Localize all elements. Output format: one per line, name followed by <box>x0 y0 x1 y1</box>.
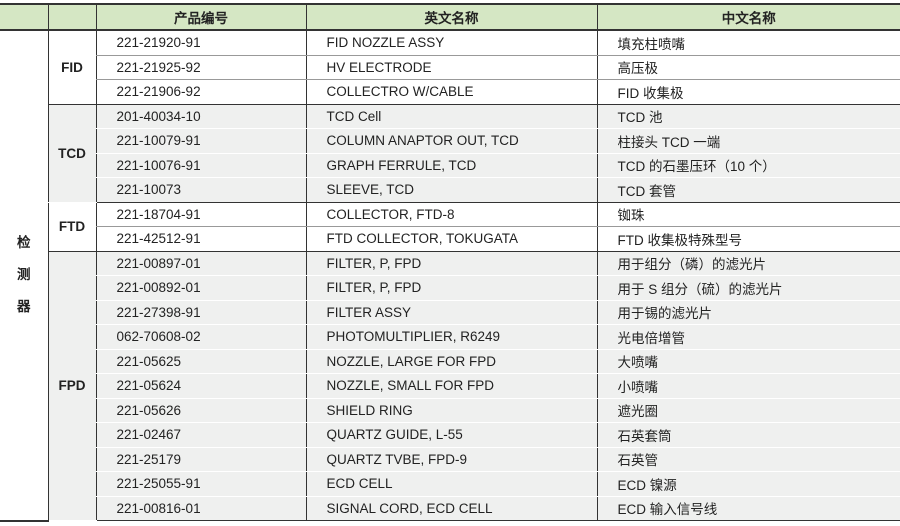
group-cell: FPD <box>47 251 96 521</box>
category-cell: 检测器 <box>0 30 48 522</box>
part-no-cell: 221-05626 <box>95 398 306 423</box>
english-name-cell: FILTER, P, FPD <box>305 275 597 301</box>
table-row: 221-02467 QUARTZ GUIDE, L-55 石英套筒 <box>0 422 900 448</box>
chinese-name-cell: 石英套筒 <box>596 422 900 448</box>
english-name-cell: FTD COLLECTOR, TOKUGATA <box>305 226 597 252</box>
english-name-cell: COLUMN ANAPTOR OUT, TCD <box>305 128 597 154</box>
chinese-name-cell: TCD 池 <box>596 104 900 129</box>
chinese-name-cell: 用于锡的滤光片 <box>596 300 900 325</box>
part-no-cell: 221-25055-91 <box>95 471 306 497</box>
chinese-name-cell: 光电倍增管 <box>596 324 900 350</box>
english-name-cell: TCD Cell <box>305 104 597 129</box>
part-no-cell: 201-40034-10 <box>95 104 306 129</box>
part-no-cell: 221-00897-01 <box>95 251 306 276</box>
chinese-name-cell: 遮光圈 <box>596 398 900 423</box>
part-no-cell: 221-05625 <box>95 349 306 374</box>
english-name-cell: PHOTOMULTIPLIER, R6249 <box>305 324 597 350</box>
group-cell: FTD <box>47 202 96 252</box>
part-no-cell: 221-00816-01 <box>95 496 306 521</box>
chinese-name-cell: 小喷嘴 <box>596 373 900 399</box>
table-row: 221-05624 NOZZLE, SMALL FOR FPD 小喷嘴 <box>0 373 900 399</box>
chinese-name-cell: 填充柱喷嘴 <box>596 30 900 56</box>
english-name-cell: QUARTZ TVBE, FPD-9 <box>305 447 597 472</box>
part-no-cell: 221-10079-91 <box>95 128 306 154</box>
category-char: 测 <box>17 267 31 283</box>
part-no-cell: 062-70608-02 <box>95 324 306 350</box>
header-row: 产品编号 英文名称 中文名称 <box>0 3 900 31</box>
header-english-name: 英文名称 <box>305 3 597 31</box>
table-row: 221-05626 SHIELD RING 遮光圈 <box>0 398 900 423</box>
group-cell: FID <box>47 30 96 105</box>
chinese-name-cell: ECD 输入信号线 <box>596 496 900 521</box>
header-blank <box>47 3 96 31</box>
header-chinese-name: 中文名称 <box>596 3 900 31</box>
english-name-cell: NOZZLE, SMALL FOR FPD <box>305 373 597 399</box>
table-row: 221-42512-91 FTD COLLECTOR, TOKUGATA FTD 收… <box>0 226 900 252</box>
part-no-cell: 221-10073 <box>95 177 306 203</box>
english-name-cell: COLLECTOR, FTD-8 <box>305 202 597 227</box>
part-no-cell: 221-00892-01 <box>95 275 306 301</box>
group-cell: TCD <box>47 104 96 203</box>
table-row: 221-21906-92 COLLECTRO W/CABLE FID 收集极 <box>0 79 900 105</box>
table-row: FPD 221-00897-01 FILTER, P, FPD 用于组分（磷）的滤光片 <box>0 251 900 521</box>
english-name-cell: GRAPH FERRULE, TCD <box>305 153 597 178</box>
chinese-name-cell: 高压极 <box>596 55 900 80</box>
chinese-name-cell: 铷珠 <box>596 202 900 227</box>
table-row: 221-25179 QUARTZ TVBE, FPD-9 石英管 <box>0 447 900 472</box>
table-row: FTD 221-18704-91 COLLECTOR, FTD-8 铷珠 <box>0 202 900 252</box>
part-no-cell: 221-18704-91 <box>95 202 306 227</box>
english-name-cell: COLLECTRO W/CABLE <box>305 79 597 105</box>
part-no-cell: 221-21925-92 <box>95 55 306 80</box>
part-no-cell: 221-02467 <box>95 422 306 448</box>
table-row: 221-10073 SLEEVE, TCD TCD 套管 <box>0 177 900 203</box>
table-row: 221-00892-01 FILTER, P, FPD 用于 S 组分（硫）的滤光片 <box>0 275 900 301</box>
part-no-cell: 221-21906-92 <box>95 79 306 105</box>
part-no-cell: 221-42512-91 <box>95 226 306 252</box>
chinese-name-cell: 柱接头 TCD 一端 <box>596 128 900 154</box>
english-name-cell: SHIELD RING <box>305 398 597 423</box>
chinese-name-cell: 石英管 <box>596 447 900 472</box>
chinese-name-cell: FTD 收集极特殊型号 <box>596 226 900 252</box>
table-row: 221-10079-91 COLUMN ANAPTOR OUT, TCD 柱接头 T… <box>0 128 900 154</box>
table-row: 221-27398-91 FILTER ASSY 用于锡的滤光片 <box>0 300 900 325</box>
part-no-cell: 221-21920-91 <box>95 30 306 56</box>
english-name-cell: FILTER, P, FPD <box>305 251 597 276</box>
part-no-cell: 221-10076-91 <box>95 153 306 178</box>
part-no-cell: 221-27398-91 <box>95 300 306 325</box>
part-no-cell: 221-05624 <box>95 373 306 399</box>
header-part-no: 产品编号 <box>95 3 306 31</box>
table-row: 062-70608-02 PHOTOMULTIPLIER, R6249 光电倍增管 <box>0 324 900 350</box>
header-blank <box>0 3 48 31</box>
table-row: 检测器 FID 221-21920-91 FID NOZZLE ASSY 填充柱喷嘴 <box>0 30 900 522</box>
chinese-name-cell: TCD 的石墨压环（10 个） <box>596 153 900 178</box>
table-row: TCD 201-40034-10 TCD Cell TCD 池 <box>0 104 900 203</box>
english-name-cell: FID NOZZLE ASSY <box>305 30 597 56</box>
english-name-cell: HV ELECTRODE <box>305 55 597 80</box>
table-row: 221-00816-01 SIGNAL CORD, ECD CELL ECD 输入信… <box>0 496 900 521</box>
chinese-name-cell: 用于 S 组分（硫）的滤光片 <box>596 275 900 301</box>
english-name-cell: ECD CELL <box>305 471 597 497</box>
category-char: 器 <box>17 299 31 315</box>
chinese-name-cell: 大喷嘴 <box>596 349 900 374</box>
english-name-cell: FILTER ASSY <box>305 300 597 325</box>
table-row: 221-05625 NOZZLE, LARGE FOR FPD 大喷嘴 <box>0 349 900 374</box>
category-char: 检 <box>17 235 31 251</box>
chinese-name-cell: ECD 镍源 <box>596 471 900 497</box>
english-name-cell: SIGNAL CORD, ECD CELL <box>305 496 597 521</box>
parts-table: 产品编号 英文名称 中文名称 检测器 FID 221-21920-91 FID NOZ… <box>0 3 900 522</box>
part-no-cell: 221-25179 <box>95 447 306 472</box>
table-row: 221-21925-92 HV ELECTRODE 高压极 <box>0 55 900 80</box>
table-row: 221-10076-91 GRAPH FERRULE, TCD TCD 的石墨压环（… <box>0 153 900 178</box>
chinese-name-cell: FID 收集极 <box>596 79 900 105</box>
english-name-cell: SLEEVE, TCD <box>305 177 597 203</box>
chinese-name-cell: 用于组分（磷）的滤光片 <box>596 251 900 276</box>
chinese-name-cell: TCD 套管 <box>596 177 900 203</box>
english-name-cell: NOZZLE, LARGE FOR FPD <box>305 349 597 374</box>
english-name-cell: QUARTZ GUIDE, L-55 <box>305 422 597 448</box>
table-row: 221-25055-91 ECD CELL ECD 镍源 <box>0 471 900 497</box>
